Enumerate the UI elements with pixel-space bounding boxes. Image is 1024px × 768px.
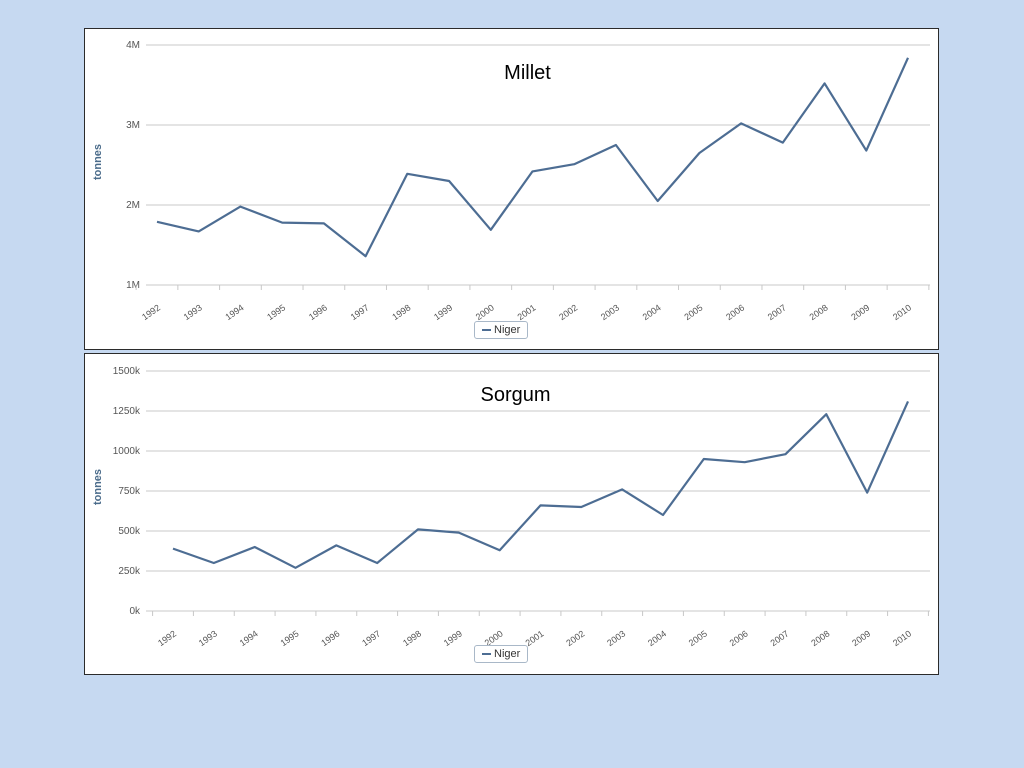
x-tick-label: 2010 bbox=[891, 628, 913, 648]
y-tick-label: 500k bbox=[118, 526, 141, 537]
x-tick-label: 1994 bbox=[223, 302, 245, 322]
y-tick-label: 750k bbox=[118, 486, 141, 497]
x-tick-label: 2005 bbox=[687, 628, 709, 648]
x-tick-label: 2009 bbox=[849, 302, 871, 322]
x-tick-label: 2008 bbox=[808, 302, 830, 322]
x-tick-label: 1992 bbox=[140, 302, 162, 322]
y-tick-label: 1250k bbox=[113, 406, 141, 417]
y-tick-label: 250k bbox=[118, 566, 141, 577]
legend-label: Niger bbox=[494, 324, 521, 336]
y-tick-label: 2M bbox=[126, 200, 140, 211]
x-tick-label: 1999 bbox=[442, 628, 464, 648]
x-tick-label: 2006 bbox=[728, 628, 750, 648]
y-axis-label: tonnes bbox=[92, 468, 104, 506]
y-tick-label: 1500k bbox=[113, 366, 141, 377]
x-tick-label: 2002 bbox=[557, 302, 579, 322]
x-tick-label: 1995 bbox=[279, 628, 301, 648]
x-tick-label: 2006 bbox=[724, 302, 746, 322]
x-tick-label: 1997 bbox=[360, 628, 382, 648]
x-tick-label: 2007 bbox=[766, 302, 788, 322]
x-tick-label: 2004 bbox=[641, 302, 663, 322]
x-tick-label: 2009 bbox=[850, 628, 872, 648]
x-tick-label: 2001 bbox=[516, 302, 538, 322]
x-tick-label: 1996 bbox=[307, 302, 329, 322]
sorgum-chart-svg: 0k 250k 500k 750k 1000k 1250k 1500k 1992 1993 199… bbox=[113, 366, 930, 648]
x-tick-label: 2003 bbox=[599, 302, 621, 322]
x-tick-label: 1997 bbox=[349, 302, 371, 322]
y-tick-label: 4M bbox=[126, 40, 140, 51]
chart-title: Millet bbox=[504, 62, 551, 84]
x-tick-label: 1993 bbox=[197, 628, 219, 648]
legend[interactable]: Niger bbox=[474, 645, 529, 663]
millet-chart-panel: 1M 2M 3M 4M 1992 1993 1994 1995 1996 1997 1998 1999… bbox=[84, 28, 939, 350]
y-tick-label: 3M bbox=[126, 120, 140, 131]
x-tick-label: 2007 bbox=[769, 628, 791, 648]
y-axis-label: tonnes bbox=[92, 143, 104, 181]
x-tick-label: 2005 bbox=[682, 302, 704, 322]
y-tick-label: 1000k bbox=[113, 446, 141, 457]
legend-swatch bbox=[482, 653, 491, 655]
x-tick-label: 2000 bbox=[474, 302, 496, 322]
millet-chart-svg: 1M 2M 3M 4M 1992 1993 1994 1995 1996 1997 1998 1999… bbox=[126, 40, 930, 322]
x-tick-label: 1992 bbox=[156, 628, 178, 648]
x-tick-label: 2002 bbox=[564, 628, 586, 648]
x-tick-label: 2010 bbox=[891, 302, 913, 322]
legend-label: Niger bbox=[494, 648, 521, 660]
x-tick-label: 1994 bbox=[238, 628, 260, 648]
sorgum-chart-panel: 0k 250k 500k 750k 1000k 1250k 1500k 1992 1993 199… bbox=[84, 353, 939, 675]
y-tick-label: 1M bbox=[126, 280, 140, 291]
x-tick-label: 2008 bbox=[809, 628, 831, 648]
x-tick-label: 1998 bbox=[401, 628, 423, 648]
series-line-niger bbox=[156, 57, 910, 258]
legend-swatch bbox=[482, 329, 491, 331]
x-tick-label: 2003 bbox=[605, 628, 627, 648]
y-tick-label: 0k bbox=[129, 606, 141, 617]
x-tick-label: 1996 bbox=[319, 628, 341, 648]
chart-title: Sorgum bbox=[480, 384, 551, 406]
x-tick-label: 2004 bbox=[646, 628, 668, 648]
x-tick-label: 1999 bbox=[432, 302, 454, 322]
x-tick-label: 1995 bbox=[265, 302, 287, 322]
x-tick-label: 1993 bbox=[182, 302, 204, 322]
legend[interactable]: Niger bbox=[474, 321, 529, 339]
series-line-niger bbox=[172, 400, 910, 569]
x-tick-label: 1998 bbox=[390, 302, 412, 322]
